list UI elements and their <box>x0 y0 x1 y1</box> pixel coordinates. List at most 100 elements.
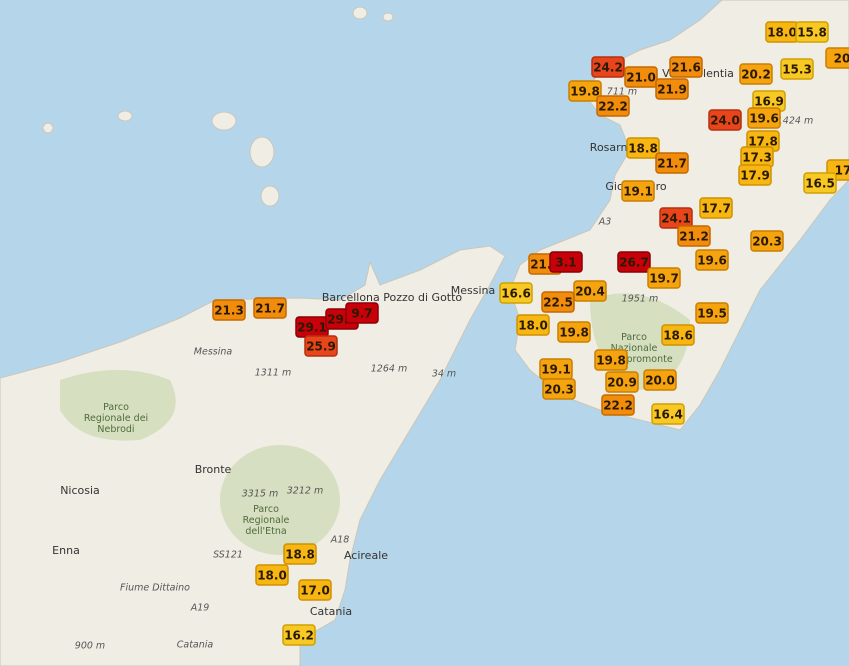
marker-value: 24.1 <box>661 212 691 226</box>
marker-box <box>695 249 729 271</box>
park-area <box>60 370 176 441</box>
marker-value: 16.9 <box>754 95 784 109</box>
marker-box <box>541 291 575 313</box>
marker-box <box>573 280 607 302</box>
temperature-marker: 21.3 <box>212 299 246 321</box>
temperature-marker: 21.0 <box>624 66 658 88</box>
marker-box <box>708 109 742 131</box>
temperature-marker: 17.7 <box>699 197 733 219</box>
marker-value: 9.7 <box>351 307 372 321</box>
marker-value: 20.3 <box>544 383 574 397</box>
place-label: A3 <box>598 217 612 228</box>
marker-box <box>283 543 317 565</box>
temperature-marker: 17.0 <box>298 579 332 601</box>
temperature-marker: 3.1 <box>549 251 583 273</box>
marker-box <box>212 299 246 321</box>
temperature-marker: 24.2 <box>591 56 625 78</box>
marker-box <box>825 47 849 69</box>
place-label: A19 <box>190 603 210 614</box>
marker-box <box>516 314 550 336</box>
marker-box <box>557 321 591 343</box>
marker-box <box>651 403 685 425</box>
temperature-marker: 22.2 <box>601 394 635 416</box>
temperature-marker: 21.9 <box>655 78 689 100</box>
marker-value: 17.0 <box>300 584 330 598</box>
marker-value: 17.8 <box>748 135 778 149</box>
place-label: Nicosia <box>60 484 100 497</box>
marker-value: 22.2 <box>603 399 633 413</box>
marker-value: 3.1 <box>555 256 576 270</box>
marker-value: 22.2 <box>598 100 628 114</box>
temperature-marker: 19.1 <box>621 180 655 202</box>
temperature-marker: 18.0 <box>765 21 799 43</box>
marker-value: 17 <box>835 164 849 178</box>
place-label: Catania <box>310 605 352 618</box>
park-area <box>220 445 340 555</box>
marker-value: 19.6 <box>749 112 779 126</box>
place-label: 1951 m <box>622 294 658 305</box>
marker-box <box>803 172 837 194</box>
place-label: Messina <box>451 284 496 297</box>
marker-value: 20.2 <box>741 68 771 82</box>
temperature-marker: 16.9 <box>752 90 786 112</box>
place-label: 711 m <box>607 87 637 98</box>
marker-box <box>747 107 781 129</box>
place-label: 1264 m <box>371 364 407 375</box>
place-label: Acireale <box>344 549 388 562</box>
temperature-marker: 20.0 <box>643 369 677 391</box>
marker-value: 26.7 <box>619 256 649 270</box>
marker-box <box>549 251 583 273</box>
marker-box <box>255 564 289 586</box>
temperature-marker: 19.8 <box>568 80 602 102</box>
marker-box <box>659 207 693 229</box>
place-label: A18 <box>330 535 350 546</box>
marker-box <box>780 58 814 80</box>
marker-value: 18.6 <box>663 329 693 343</box>
marker-box <box>738 164 772 186</box>
temperature-marker: 19.1 <box>539 358 573 380</box>
marker-value: 19.7 <box>649 272 679 286</box>
marker-value: 21.7 <box>657 157 687 171</box>
temperature-marker: 17.3 <box>740 146 774 168</box>
marker-value: 19.8 <box>559 326 589 340</box>
place-label: SS121 <box>213 550 243 561</box>
marker-value: 19.8 <box>570 85 600 99</box>
marker-box <box>655 78 689 100</box>
temperature-marker: 25.9 <box>304 335 338 357</box>
marker-value: 25.9 <box>306 340 336 354</box>
temperature-marker: 20.9 <box>605 371 639 393</box>
temperature-marker: 16.2 <box>282 624 316 646</box>
marker-value: 19.8 <box>596 354 626 368</box>
marker-box <box>621 180 655 202</box>
temperature-marker: 20.2 <box>739 63 773 85</box>
marker-value: 24.2 <box>593 61 623 75</box>
marker-box <box>669 56 703 78</box>
marker-value: 15.3 <box>782 63 812 77</box>
temperature-marker: 15.3 <box>780 58 814 80</box>
marker-value: 20.0 <box>645 374 675 388</box>
temperature-marker: 16.5 <box>803 172 837 194</box>
marker-value: 18.8 <box>285 548 315 562</box>
temperature-marker: 21.2 <box>677 225 711 247</box>
marker-value: 20 <box>834 52 849 66</box>
temperature-marker: 19.8 <box>594 349 628 371</box>
marker-box <box>661 324 695 346</box>
place-label: 3315 m <box>242 489 278 500</box>
marker-box <box>626 137 660 159</box>
marker-box <box>643 369 677 391</box>
marker-value: 21.0 <box>626 71 656 85</box>
temperature-marker: 18.0 <box>516 314 550 336</box>
marker-value: 19.1 <box>541 363 571 377</box>
marker-box <box>499 282 533 304</box>
marker-box <box>596 95 630 117</box>
temperature-marker: 29.1 <box>295 316 329 338</box>
marker-value: 17.3 <box>742 151 772 165</box>
marker-value: 15.8 <box>797 26 827 40</box>
marker-box <box>594 349 628 371</box>
temperature-marker: 24.1 <box>659 207 693 229</box>
temperature-marker: 20.3 <box>750 230 784 252</box>
temperature-marker: 19.6 <box>747 107 781 129</box>
place-label: 1424 m <box>777 116 813 127</box>
marker-value: 21.9 <box>657 83 687 97</box>
